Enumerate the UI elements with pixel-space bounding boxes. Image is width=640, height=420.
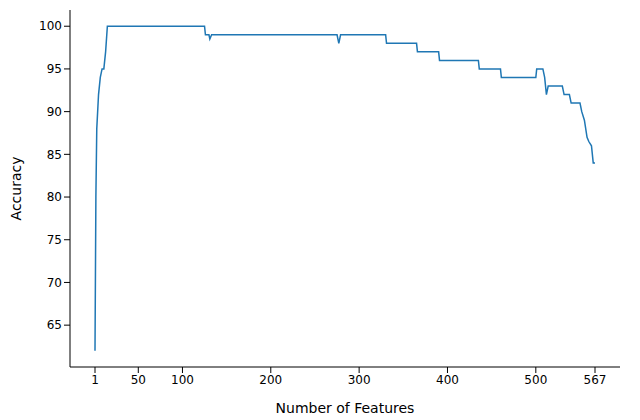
svg-text:500: 500: [524, 373, 547, 387]
svg-text:100: 100: [171, 373, 194, 387]
svg-text:567: 567: [584, 373, 607, 387]
svg-text:95: 95: [47, 62, 62, 76]
svg-text:70: 70: [47, 276, 62, 290]
svg-text:85: 85: [47, 148, 62, 162]
svg-text:300: 300: [348, 373, 371, 387]
svg-text:Number of Features: Number of Features: [276, 400, 415, 416]
svg-text:65: 65: [47, 318, 62, 332]
svg-text:75: 75: [47, 233, 62, 247]
svg-text:100: 100: [39, 19, 62, 33]
svg-text:1: 1: [91, 373, 99, 387]
svg-text:400: 400: [436, 373, 459, 387]
svg-text:Accuracy: Accuracy: [8, 157, 24, 221]
svg-text:200: 200: [259, 373, 282, 387]
svg-text:80: 80: [47, 190, 62, 204]
svg-text:50: 50: [131, 373, 146, 387]
svg-text:90: 90: [47, 105, 62, 119]
